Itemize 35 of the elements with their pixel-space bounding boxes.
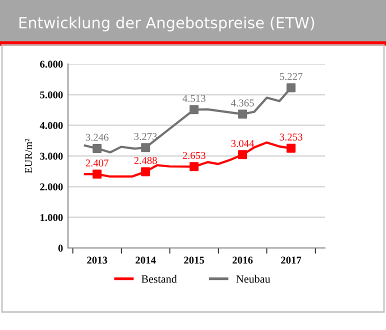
legend-label: Neubau: [236, 274, 270, 283]
data-label: 2.407: [86, 159, 109, 167]
point: [238, 110, 248, 119]
data-label: 4.513: [182, 94, 206, 102]
point: [141, 143, 150, 152]
point: [238, 150, 248, 160]
y-tick-label: 1.000: [40, 214, 63, 222]
y-axis-title: EUR/m²: [25, 138, 32, 174]
y-tick-label: 2.000: [40, 183, 63, 190]
x-tick-label: 2016: [232, 256, 253, 264]
data-label: 3.246: [86, 134, 108, 141]
y-tick-label: 5.000: [40, 91, 63, 98]
data-label: 2.488: [134, 157, 157, 164]
point: [190, 162, 199, 172]
x-tick-label: 2013: [87, 256, 108, 264]
y-tick-label: 6.000: [40, 60, 63, 68]
point: [286, 144, 296, 153]
data-label: 3.253: [280, 134, 302, 141]
point: [190, 105, 199, 114]
point: [92, 144, 102, 153]
point: [92, 170, 102, 179]
data-label: 3.044: [231, 140, 254, 148]
data-label: 2.653: [182, 152, 206, 160]
x-tick-label: 2015: [184, 256, 204, 264]
y-tick-label: 4.000: [40, 122, 63, 130]
data-label: 5.227: [280, 73, 302, 80]
data-label: 4.365: [231, 99, 254, 107]
x-tick-label: 2014: [136, 256, 156, 264]
point: [286, 83, 296, 92]
y-tick-label: 0: [58, 244, 63, 252]
chart-title: Entwicklung der Angebotspreise (ETW): [20, 16, 314, 32]
x-tick-label: 2017: [281, 256, 302, 264]
point: [141, 167, 150, 176]
legend-label: Bestand: [141, 274, 177, 283]
y-tick-label: 3.000: [40, 152, 63, 160]
